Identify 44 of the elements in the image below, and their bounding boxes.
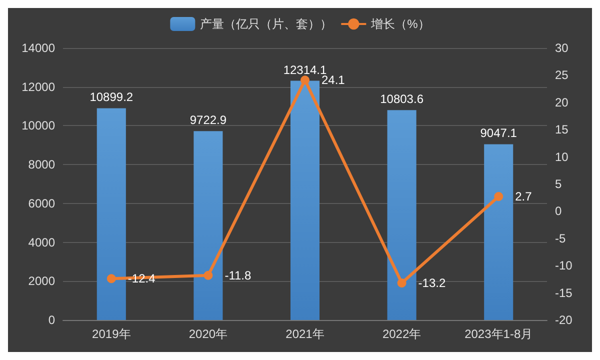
point xyxy=(494,192,504,202)
x-tick-label: 2021年 xyxy=(286,327,324,341)
x-tick-label: 2022年 xyxy=(382,327,422,341)
data-label: 2.7 xyxy=(515,190,532,204)
y2-tick-label: 15 xyxy=(555,122,569,137)
bar xyxy=(484,144,514,320)
y-tick-label: 12000 xyxy=(22,80,56,94)
y-tick-label: 8000 xyxy=(28,158,56,172)
y-tick-label: 6000 xyxy=(28,196,56,210)
y-tick-label: 4000 xyxy=(28,235,56,250)
legend-label: 增长（%） xyxy=(370,17,430,31)
data-label: -13.2 xyxy=(418,276,446,290)
y2-tick-label: -10 xyxy=(555,258,573,273)
y-tick-label: 14000 xyxy=(22,41,56,55)
y2-tick-label: 0 xyxy=(555,204,562,218)
data-label: -12.4 xyxy=(128,272,156,286)
bar xyxy=(194,131,223,320)
y-tick-label: 10000 xyxy=(22,118,56,133)
bar xyxy=(96,108,126,320)
data-label: 9047.1 xyxy=(480,126,518,140)
x-tick-label: 2020年 xyxy=(188,327,228,341)
x-tick-label: 2023年1-8月 xyxy=(464,327,533,341)
y2-tick-label: 10 xyxy=(555,150,569,164)
y2-tick-label: -20 xyxy=(555,313,573,327)
data-label: 10803.6 xyxy=(380,92,424,106)
y-tick-label: 2000 xyxy=(28,274,56,288)
y2-tick-label: -15 xyxy=(555,286,573,300)
point xyxy=(397,278,406,288)
y2-tick-label: 20 xyxy=(555,95,569,110)
point xyxy=(106,274,116,284)
legend-label: 产量（亿只（片、套）） xyxy=(200,17,332,31)
data-label: -11.8 xyxy=(224,268,252,282)
y-tick-label: 0 xyxy=(48,313,56,327)
y2-tick-label: 30 xyxy=(555,41,569,55)
data-label: 9722.9 xyxy=(190,113,227,128)
data-label: 10899.2 xyxy=(90,90,134,104)
point xyxy=(300,76,310,85)
y2-tick-label: -5 xyxy=(555,231,566,246)
bar xyxy=(290,80,320,320)
bar xyxy=(387,110,416,320)
x-tick-label: 2019年 xyxy=(92,327,131,341)
point xyxy=(204,270,213,280)
y2-tick-label: 25 xyxy=(555,68,569,82)
y2-tick-label: 5 xyxy=(555,177,562,191)
